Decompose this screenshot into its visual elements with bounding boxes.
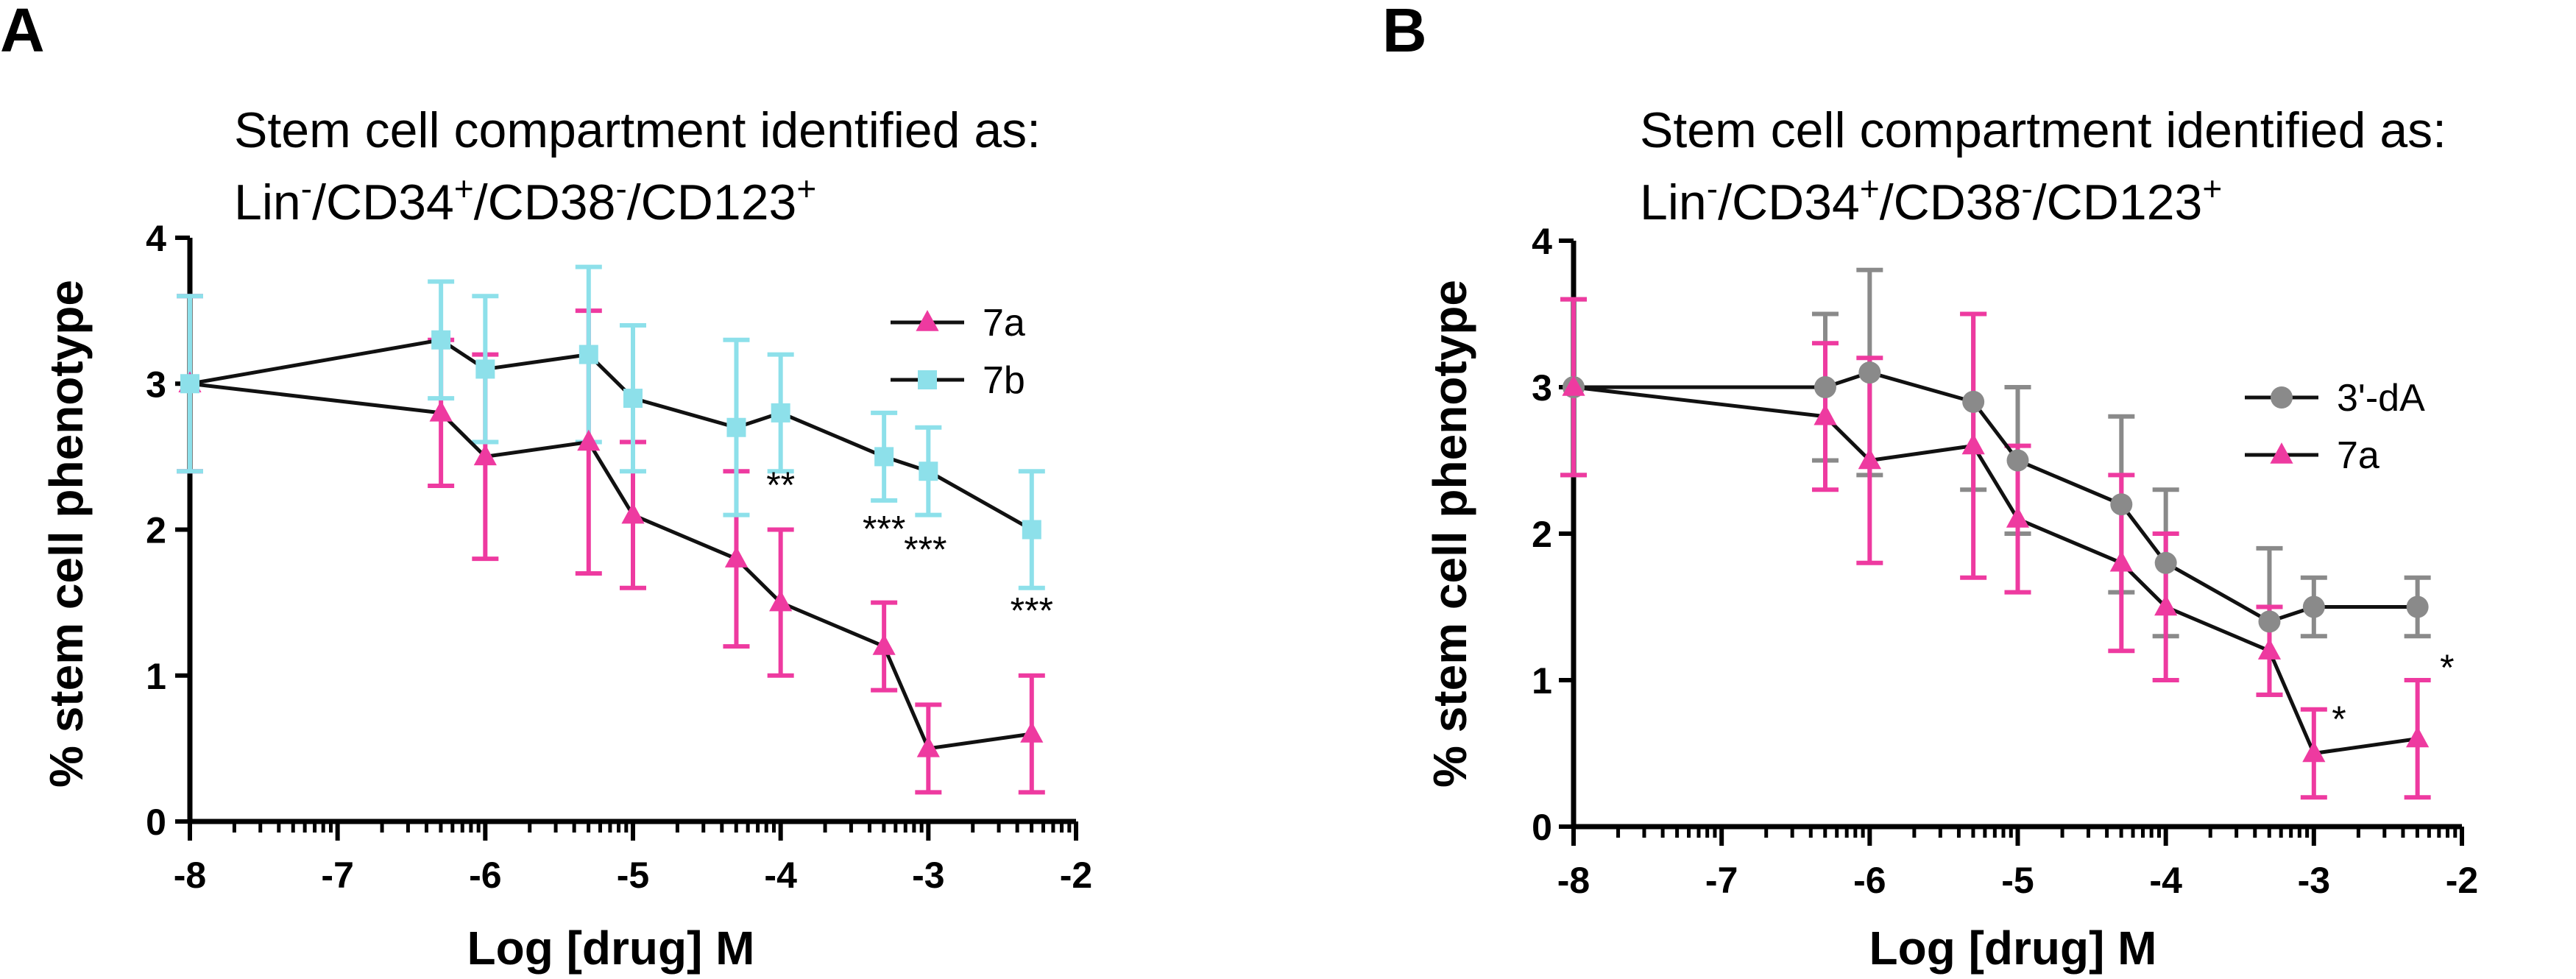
y-tick-label: 4 xyxy=(146,218,166,259)
y-tick-label: 0 xyxy=(146,802,166,843)
data-point-7a xyxy=(577,429,601,451)
data-point-7a xyxy=(621,502,645,524)
data-point-7a xyxy=(1858,448,1881,470)
y-tick-label: 0 xyxy=(1532,807,1552,848)
data-point-7a xyxy=(1020,721,1044,743)
y-tick-label: 3 xyxy=(146,364,166,405)
legend-marker xyxy=(2270,442,2293,464)
panel-a-xlabel: Log [drug] M xyxy=(467,922,755,975)
y-tick-label: 2 xyxy=(146,510,166,551)
data-point-7b xyxy=(180,374,199,394)
y-tick-label: 4 xyxy=(1532,221,1552,262)
x-tick-label: -7 xyxy=(321,855,353,896)
significance-annotation: *** xyxy=(904,529,946,570)
x-tick-label: -8 xyxy=(174,855,206,896)
legend-label: 3'-dA xyxy=(2337,377,2425,420)
data-point-7a xyxy=(2109,550,2133,572)
x-tick-label: -5 xyxy=(617,855,649,896)
x-tick-label: -3 xyxy=(2298,860,2330,901)
data-point-7a xyxy=(2006,506,2030,528)
significance-annotation: * xyxy=(2332,699,2346,740)
x-tick-label: -6 xyxy=(1853,860,1886,901)
data-point-7b xyxy=(475,359,495,379)
data-point-3dA xyxy=(2154,551,2177,574)
data-point-7b xyxy=(919,462,938,481)
data-point-3dA xyxy=(2006,449,2029,472)
series-line-3dA xyxy=(1574,370,2418,624)
series-line-7a xyxy=(1573,385,2418,756)
y-tick-label: 1 xyxy=(146,656,166,697)
data-point-7a xyxy=(2154,594,2178,616)
data-point-7a xyxy=(429,400,453,422)
data-point-7b xyxy=(1022,520,1041,540)
significance-annotation: *** xyxy=(863,509,905,550)
panel-a-ylabel: % stem cell phenotype xyxy=(40,280,93,788)
data-point-7a xyxy=(2406,726,2430,748)
data-point-3dA xyxy=(2258,610,2281,633)
data-point-7b xyxy=(771,403,790,423)
data-point-3dA xyxy=(2302,595,2325,618)
data-point-7b xyxy=(726,417,746,437)
data-point-3dA xyxy=(1814,376,1836,398)
data-point-3dA xyxy=(2110,493,2133,516)
x-tick-label: -3 xyxy=(912,855,944,896)
legend-marker xyxy=(918,370,937,389)
data-point-3dA xyxy=(1858,361,1881,384)
panel-letter-b: B xyxy=(1382,0,1427,65)
y-tick-label: 2 xyxy=(1532,514,1552,555)
panel-b-plot: 0 1 2 3 4 -8 -7 -6 -5 -4 -3 -2 * * 3'-dA 7a xyxy=(1532,221,2478,901)
significance-annotation: * xyxy=(2440,647,2454,688)
panel-a-title-line2: Lin-/CD34+/CD38-/CD123+ xyxy=(234,169,816,230)
data-point-7a xyxy=(872,634,896,655)
data-point-7a xyxy=(1814,403,1837,425)
data-point-3dA xyxy=(2406,595,2429,618)
data-point-7b xyxy=(874,447,894,467)
x-tick-label: -7 xyxy=(1705,860,1738,901)
data-point-7a xyxy=(916,735,940,757)
data-point-7a xyxy=(2302,741,2326,763)
legend-marker xyxy=(2271,386,2293,409)
significance-annotation: *** xyxy=(1011,590,1053,632)
data-point-7a xyxy=(473,444,497,466)
series-line-7b xyxy=(189,338,1033,531)
data-point-7a xyxy=(769,590,793,612)
data-point-7b xyxy=(431,330,451,350)
y-tick-label: 3 xyxy=(1532,367,1552,409)
data-point-7a xyxy=(724,546,749,568)
data-point-7b xyxy=(623,389,643,409)
panel-a-title-line1: Stem cell compartment identified as: xyxy=(234,102,1041,158)
legend-marker xyxy=(916,310,939,331)
panel-b-xlabel: Log [drug] M xyxy=(1869,922,2157,975)
panel-b-title-line1: Stem cell compartment identified as: xyxy=(1640,102,2446,158)
legend-label: 7a xyxy=(2337,434,2379,477)
x-tick-label: -4 xyxy=(764,855,797,896)
panel-b-ylabel: % stem cell phenotype xyxy=(1423,280,1476,788)
series-7a-group xyxy=(1560,297,2431,800)
legend-label: 7b xyxy=(983,359,1025,402)
y-tick-label: 1 xyxy=(1532,660,1552,701)
x-tick-label: -2 xyxy=(1060,855,1092,896)
x-tick-label: -4 xyxy=(2149,860,2182,901)
data-point-7a xyxy=(1961,433,1985,455)
data-point-7b xyxy=(578,344,598,364)
significance-annotation: ** xyxy=(766,464,795,506)
series-line-7a xyxy=(189,381,1033,751)
data-point-7a xyxy=(2257,638,2282,660)
panel-letter-a: A xyxy=(0,0,45,65)
legend-label: 7a xyxy=(983,302,1025,344)
x-tick-label: -6 xyxy=(469,855,501,896)
x-tick-label: -5 xyxy=(2001,860,2034,901)
data-point-7a xyxy=(1562,375,1585,396)
data-point-3dA xyxy=(1962,390,1985,413)
panel-b-title-line2: Lin-/CD34+/CD38-/CD123+ xyxy=(1640,169,2222,230)
x-tick-label: -8 xyxy=(1557,860,1590,901)
x-tick-label: -2 xyxy=(2446,860,2478,901)
